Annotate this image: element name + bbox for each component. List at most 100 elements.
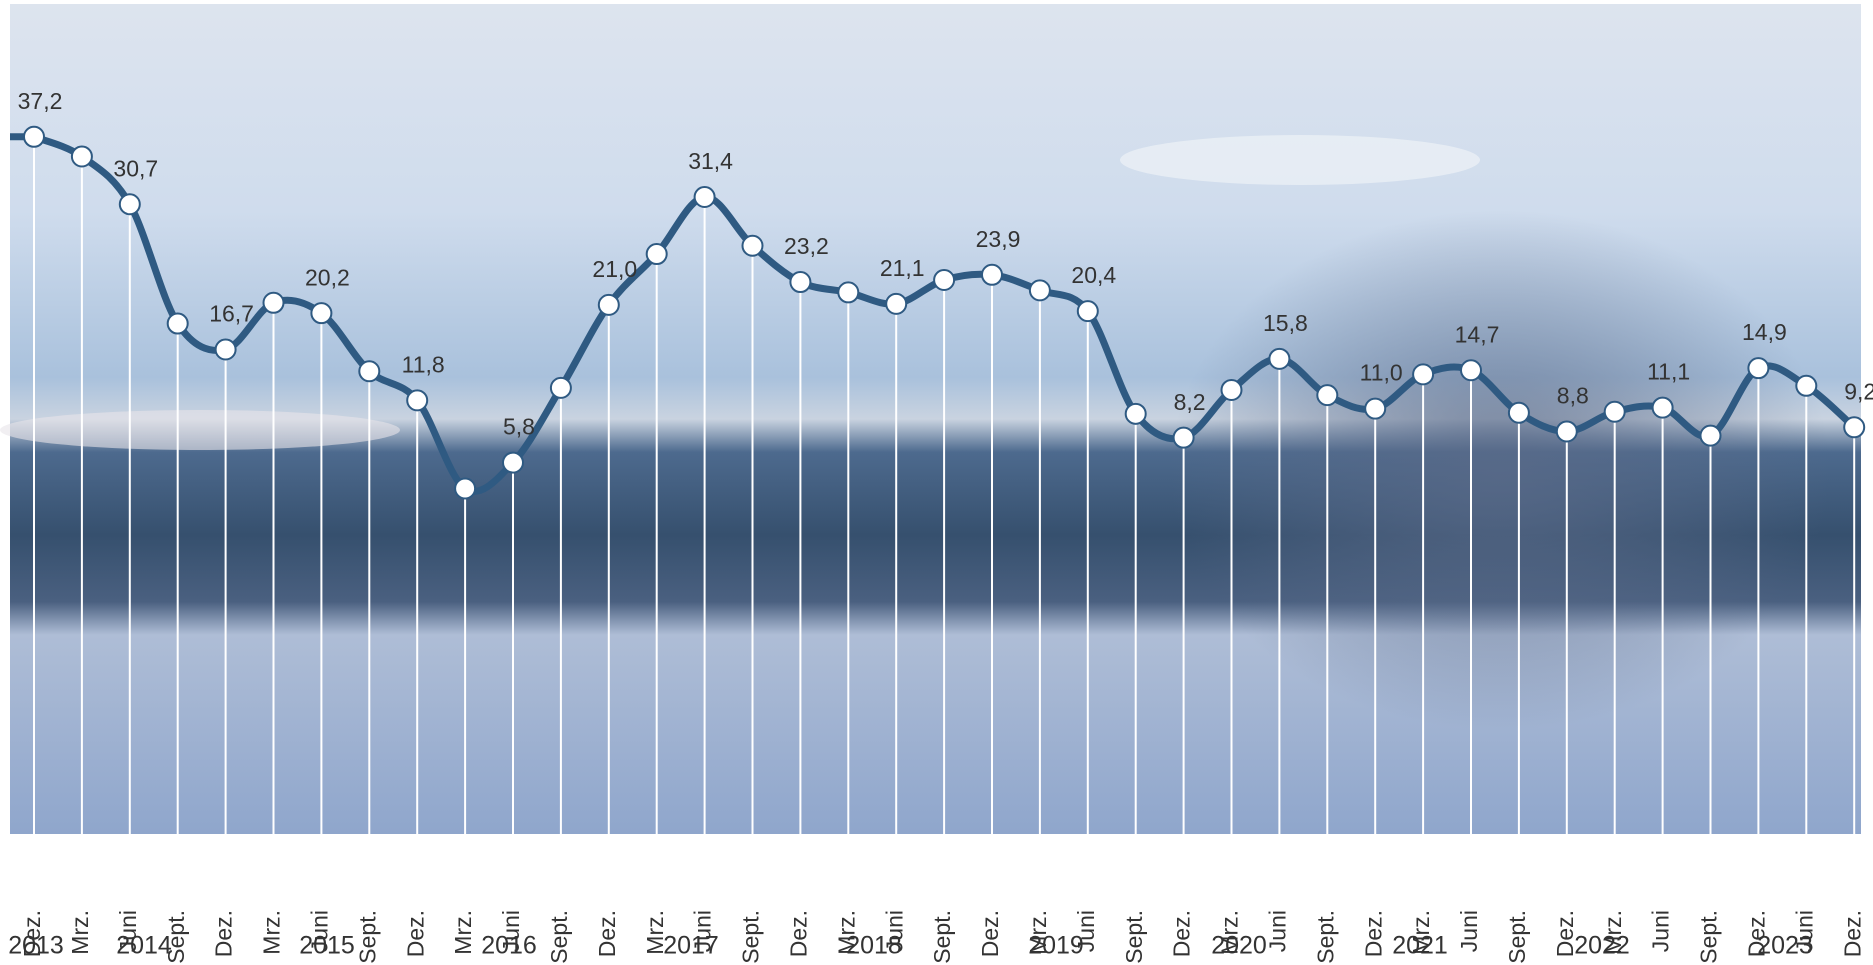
x-tick-label: Mrz. (259, 910, 285, 955)
x-tick-label: Sept. (163, 910, 189, 964)
x-tick-label: Mrz. (1408, 910, 1434, 955)
year-label: 2020 (1211, 932, 1267, 960)
x-tick-label: Dez. (1839, 910, 1865, 957)
year-label: 2015 (299, 932, 355, 960)
point (1651, 396, 1674, 419)
value-label: 30,7 (113, 155, 158, 181)
x-tick-label: Juni (1264, 910, 1290, 952)
point (406, 389, 429, 412)
x-tick-label: Dez. (785, 910, 811, 957)
value-label: 31,4 (688, 148, 733, 174)
value-label: 14,9 (1742, 319, 1787, 345)
value-label: 21,0 (592, 256, 637, 282)
x-tick-label: Mrz. (1600, 910, 1626, 955)
value-label: 5,8 (503, 414, 535, 440)
point (549, 376, 572, 399)
x-tick-label: Juni (1073, 910, 1099, 952)
year-label: 2021 (1392, 932, 1448, 960)
value-label: 20,4 (1071, 262, 1116, 288)
x-tick-label: Dez. (977, 910, 1003, 957)
year-label: 2023 (1757, 932, 1813, 960)
point (1460, 359, 1482, 382)
year-label: 2022 (1574, 932, 1630, 960)
x-tick-label: Mrz. (833, 910, 859, 955)
point (1364, 397, 1387, 420)
point (70, 145, 93, 168)
point (1028, 279, 1051, 302)
value-label: 21,1 (880, 255, 925, 281)
x-tick-label: Mrz. (1217, 910, 1243, 955)
point (597, 293, 620, 316)
x-tick-label: Sept. (1504, 910, 1530, 964)
point (454, 477, 477, 500)
point (23, 125, 45, 148)
value-label: 20,2 (305, 264, 350, 290)
value-label: 11,8 (402, 351, 445, 377)
point (645, 243, 668, 266)
x-tick-label: Dez. (1552, 910, 1578, 957)
point (981, 263, 1003, 286)
x-tick-label: Juni (1648, 910, 1674, 952)
year-label: 2016 (481, 932, 537, 960)
year-label: 2018 (846, 932, 902, 960)
x-tick-label: Dez. (19, 910, 45, 957)
x-tick-label: Mrz. (450, 910, 476, 955)
point (166, 312, 189, 335)
point (1268, 347, 1291, 370)
value-label: 15,8 (1263, 310, 1308, 336)
x-tick-label: Juni (1791, 910, 1817, 952)
x-tick-label: Mrz. (67, 910, 93, 955)
point (885, 292, 908, 315)
point (262, 291, 285, 314)
point (1555, 420, 1578, 443)
point (1412, 363, 1435, 386)
year-label: 2014 (116, 932, 172, 960)
point (1316, 384, 1339, 407)
year-label: 2013 (8, 932, 64, 960)
value-label: 11,0 (1360, 360, 1403, 386)
point (1795, 374, 1818, 397)
year-label: 2019 (1028, 932, 1084, 960)
x-tick-label: Dez. (594, 910, 620, 957)
point (837, 281, 860, 304)
x-tick-label: Mrz. (642, 910, 668, 955)
x-tick-label: Sept. (354, 910, 380, 964)
point (741, 234, 764, 257)
point (118, 193, 141, 216)
x-tick-label: Dez. (211, 910, 237, 957)
value-label: 16,7 (209, 301, 254, 327)
x-tick-label: Dez. (402, 910, 428, 957)
value-label: 8,8 (1557, 383, 1589, 409)
x-tick-label: Juni (115, 910, 141, 952)
value-label: 23,9 (976, 226, 1021, 252)
point (310, 302, 333, 325)
point (789, 271, 812, 294)
year-label: 2017 (663, 932, 719, 960)
value-label: 8,2 (1174, 389, 1206, 415)
x-tick-label: Juni (881, 910, 907, 952)
point (1220, 378, 1243, 401)
x-tick-label: Juni (1456, 910, 1482, 952)
background (0, 4, 1861, 834)
point (1603, 400, 1626, 423)
x-tick-label: Mrz. (1025, 910, 1051, 955)
x-tick-label: Sept. (546, 910, 572, 964)
x-tick-label: Sept. (1312, 910, 1338, 964)
point (1843, 416, 1866, 439)
value-label: 14,7 (1455, 321, 1500, 347)
x-tick-label: Dez. (1169, 910, 1195, 957)
x-tick-label: Juni (306, 910, 332, 952)
x-tick-label: Sept. (929, 910, 955, 964)
point (1699, 424, 1722, 447)
x-tick-label: Sept. (738, 910, 764, 964)
x-tick-label: Dez. (1360, 910, 1386, 957)
point (1507, 401, 1530, 424)
point (1076, 300, 1099, 323)
x-tick-label: Sept. (1121, 910, 1147, 964)
point (933, 268, 956, 291)
value-label: 11,1 (1647, 359, 1690, 385)
point (693, 185, 716, 208)
point (502, 451, 524, 474)
value-label: 37,2 (18, 88, 63, 114)
